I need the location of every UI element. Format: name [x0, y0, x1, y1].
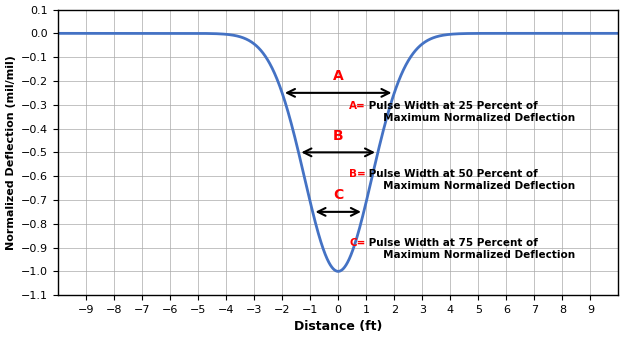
Text: A: A: [333, 69, 344, 83]
X-axis label: Distance (ft): Distance (ft): [294, 320, 383, 334]
Text: C: C: [333, 188, 343, 202]
Text: A=: A=: [349, 101, 366, 111]
Text: B: B: [333, 129, 344, 143]
Text: Pulse Width at 25 Percent of
     Maximum Normalized Deflection: Pulse Width at 25 Percent of Maximum Nor…: [365, 101, 575, 123]
Text: Pulse Width at 75 Percent of
     Maximum Normalized Deflection: Pulse Width at 75 Percent of Maximum Nor…: [365, 238, 575, 260]
Y-axis label: Normalized Deflection (mil/mil): Normalized Deflection (mil/mil): [6, 55, 16, 250]
Text: C=: C=: [349, 238, 366, 248]
Text: Pulse Width at 50 Percent of
     Maximum Normalized Deflection: Pulse Width at 50 Percent of Maximum Nor…: [365, 170, 575, 191]
Text: B=: B=: [349, 170, 366, 179]
